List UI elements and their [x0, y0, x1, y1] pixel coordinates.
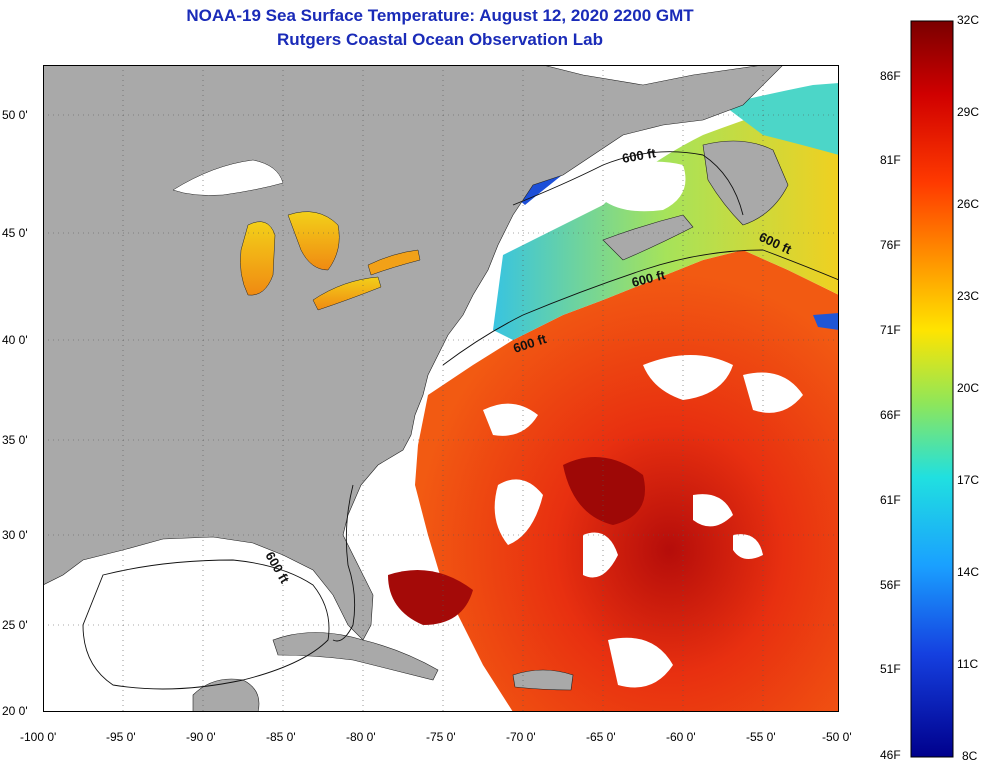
contour-600ft: [512, 151, 744, 216]
cold-water-patch: [813, 313, 839, 330]
lat-label: 35 0': [2, 433, 28, 447]
colorbar-c-label: 11C: [957, 657, 979, 671]
great-lakes: [172, 159, 421, 311]
cool-patch: [723, 83, 839, 155]
contour-label: 600 ft: [621, 145, 658, 166]
colorbar-f-label: 81F: [880, 153, 901, 167]
lat-label: 20 0': [2, 704, 28, 718]
colorbar-c-label: 17C: [957, 473, 980, 487]
colorbar-c-label: 20C: [957, 381, 980, 395]
colorbar-f-label: 51F: [880, 662, 901, 676]
colorbar-c-label: 26C: [957, 197, 980, 211]
contour-600ft: [442, 249, 839, 366]
colorbar-f-label: 56F: [880, 578, 901, 592]
lat-label: 45 0': [2, 226, 28, 240]
lon-label: -65 0': [586, 730, 616, 744]
lake-erie: [312, 276, 382, 311]
land-north-america: [43, 65, 784, 641]
land-newfoundland: [702, 140, 789, 226]
lake-huron: [287, 211, 340, 271]
lake-michigan: [240, 221, 276, 296]
lon-label: -75 0': [426, 730, 456, 744]
colorbar-f-label: 61F: [880, 493, 901, 507]
lat-label: 30 0': [2, 528, 28, 542]
contour-600ft: [82, 559, 330, 690]
map-frame: [43, 65, 839, 712]
colorbar-f-label: 66F: [880, 408, 901, 422]
lat-label: 50 0': [2, 108, 28, 122]
colorbar-f-label: 46F: [880, 748, 901, 762]
lake-superior: [172, 159, 284, 196]
lon-label: -95 0': [106, 730, 136, 744]
hot-patch: [388, 570, 473, 625]
colorbar: [910, 20, 954, 758]
lake-ontario: [367, 249, 421, 276]
colorbar-c-label: 8C: [962, 749, 978, 763]
lat-label: 25 0': [2, 618, 28, 632]
land-hispaniola: [512, 669, 574, 691]
colorbar-gradient: [910, 20, 954, 758]
lon-label: -50 0': [822, 730, 852, 744]
sst-map: 600 ft 600 ft 600 ft 600 ft 600 ft: [43, 65, 839, 712]
lon-label: -70 0': [506, 730, 536, 744]
hot-patch: [563, 457, 645, 525]
lon-label: -80 0': [346, 730, 376, 744]
colorbar-c-label: 29C: [957, 105, 980, 119]
lat-label: 40 0': [2, 333, 28, 347]
colorbar-f-label: 86F: [880, 69, 901, 83]
depth-contours: [82, 151, 839, 690]
lon-label: -90 0': [186, 730, 216, 744]
gulf-st-lawrence: [598, 161, 686, 212]
cloud-gaps: [483, 355, 803, 688]
colorbar-c-label: 14C: [957, 565, 980, 579]
colorbar-c-label: 23C: [957, 289, 980, 303]
map-title: NOAA-19 Sea Surface Temperature: August …: [186, 6, 694, 25]
lon-label: -60 0': [666, 730, 696, 744]
colorbar-f-label: 71F: [880, 323, 901, 337]
lon-label: -55 0': [746, 730, 776, 744]
map-subtitle: Rutgers Coastal Ocean Observation Lab: [277, 30, 603, 49]
lon-label: -85 0': [266, 730, 296, 744]
land-nova-scotia: [602, 214, 694, 261]
contour-600ft: [332, 484, 356, 642]
land-cuba: [272, 632, 439, 681]
gulf-clouds: [43, 535, 393, 712]
colorbar-c-label: 32C: [957, 13, 980, 27]
lon-label: -100 0': [20, 730, 57, 744]
colorbar-f-label: 76F: [880, 238, 901, 252]
